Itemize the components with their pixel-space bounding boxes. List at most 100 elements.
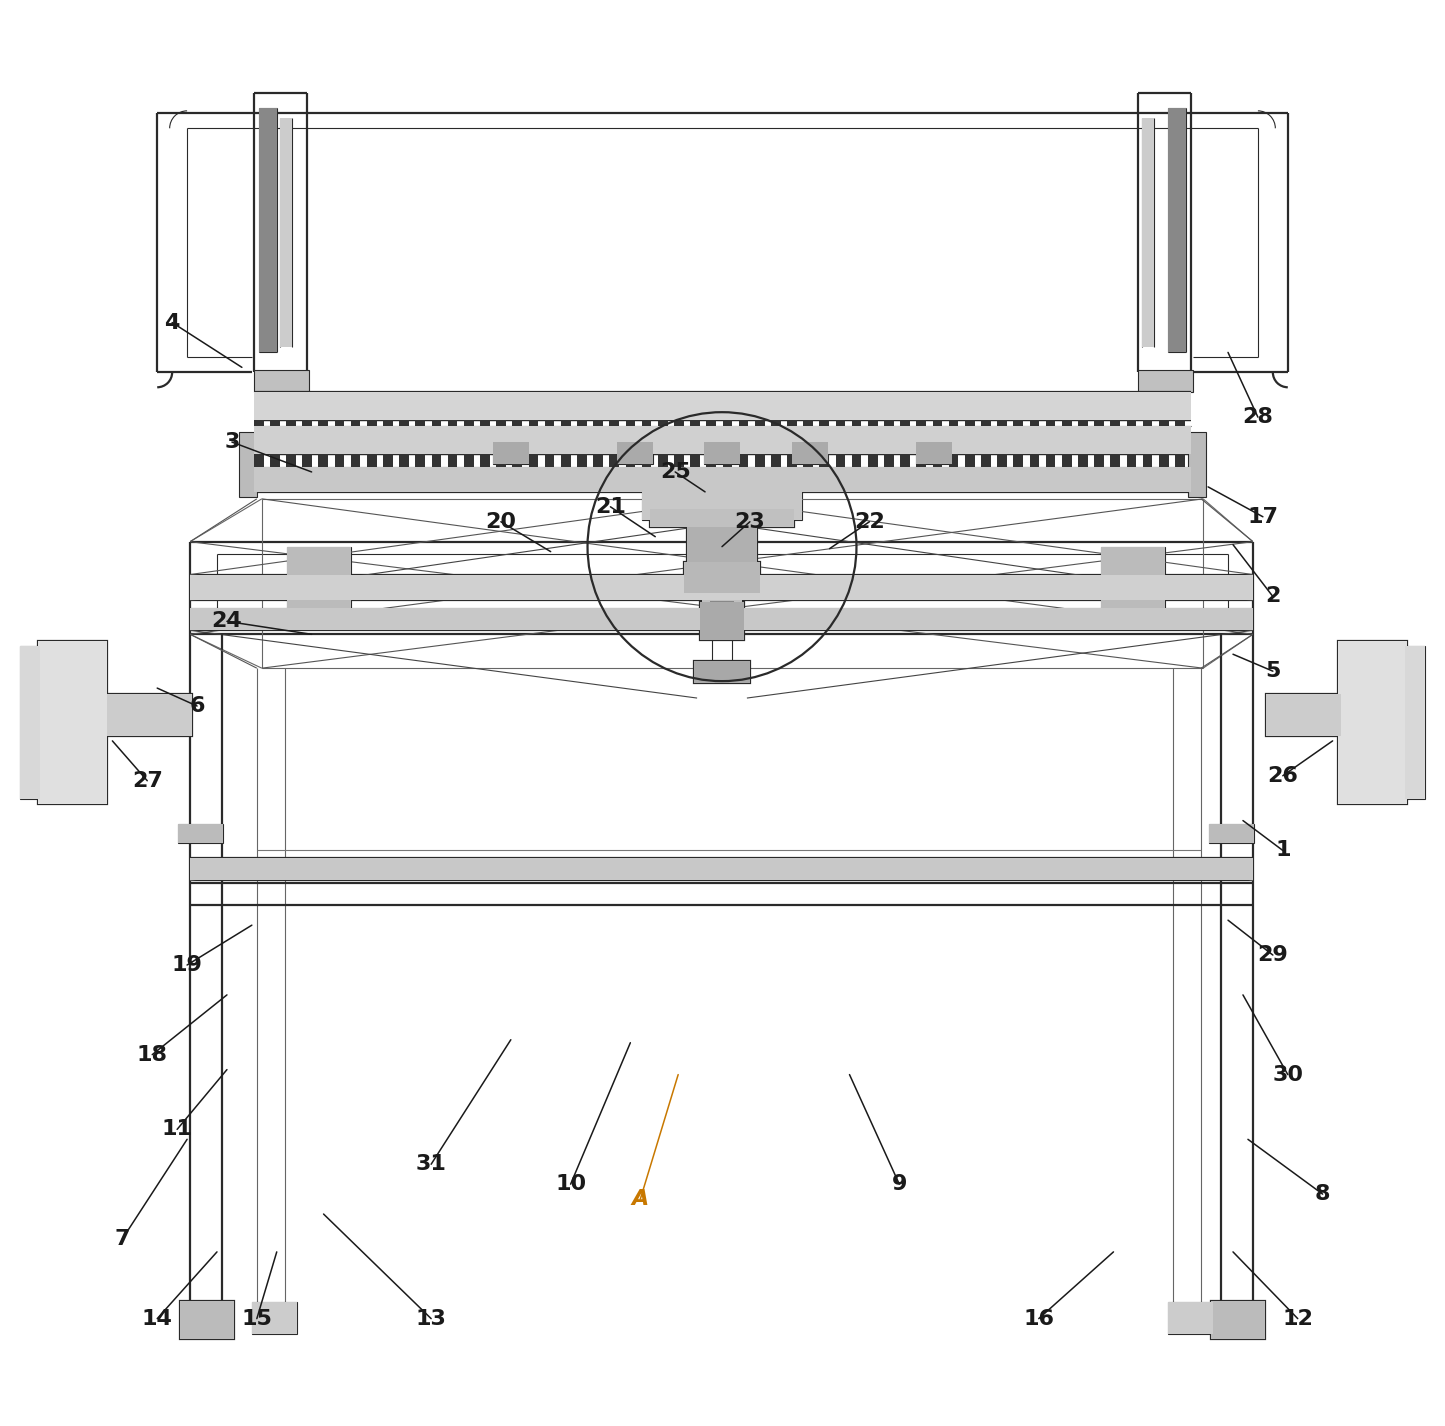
- Bar: [1211, 1301, 1264, 1339]
- Bar: [251, 1302, 296, 1333]
- Bar: [416, 421, 425, 438]
- Bar: [545, 421, 555, 438]
- Bar: [561, 453, 571, 472]
- Bar: [691, 453, 699, 472]
- Bar: [819, 453, 829, 472]
- Bar: [694, 662, 750, 683]
- Text: 31: 31: [416, 1154, 447, 1174]
- Text: 28: 28: [1243, 408, 1273, 428]
- Bar: [399, 421, 409, 438]
- Bar: [513, 421, 522, 438]
- Bar: [851, 453, 861, 472]
- Bar: [965, 453, 974, 472]
- Bar: [1211, 1301, 1264, 1339]
- Bar: [702, 552, 741, 633]
- Bar: [238, 432, 257, 496]
- Bar: [38, 642, 107, 804]
- Bar: [916, 442, 952, 463]
- Bar: [642, 453, 652, 472]
- Bar: [191, 575, 1253, 600]
- Bar: [448, 421, 458, 438]
- Bar: [683, 562, 760, 593]
- Bar: [704, 442, 740, 463]
- Bar: [900, 421, 910, 438]
- Text: 23: 23: [734, 512, 766, 532]
- Bar: [254, 421, 263, 438]
- Bar: [513, 453, 522, 472]
- Bar: [884, 453, 894, 472]
- Bar: [657, 421, 668, 438]
- Bar: [709, 602, 734, 626]
- Bar: [594, 421, 603, 438]
- Bar: [626, 421, 636, 438]
- Bar: [191, 609, 1253, 630]
- Text: A: A: [631, 1189, 649, 1209]
- Bar: [496, 421, 506, 438]
- Bar: [335, 453, 344, 472]
- Bar: [707, 453, 717, 472]
- Bar: [688, 523, 757, 562]
- Bar: [270, 421, 280, 438]
- Bar: [561, 421, 571, 438]
- Bar: [718, 516, 725, 526]
- Bar: [699, 602, 744, 640]
- Bar: [643, 492, 802, 519]
- Bar: [617, 442, 653, 463]
- Bar: [20, 646, 39, 799]
- Bar: [617, 442, 653, 463]
- Bar: [699, 518, 744, 553]
- Bar: [1175, 421, 1185, 438]
- Bar: [642, 421, 652, 438]
- Bar: [254, 426, 1191, 453]
- Bar: [1168, 1302, 1214, 1333]
- Bar: [1062, 453, 1072, 472]
- Bar: [529, 453, 539, 472]
- Bar: [650, 509, 793, 526]
- Bar: [259, 108, 277, 352]
- Bar: [181, 1301, 234, 1339]
- Bar: [626, 453, 636, 472]
- Bar: [1046, 421, 1055, 438]
- Bar: [493, 442, 529, 463]
- Bar: [699, 518, 744, 553]
- Bar: [280, 118, 292, 348]
- Bar: [1168, 108, 1186, 352]
- Bar: [178, 824, 223, 844]
- Bar: [367, 453, 377, 472]
- Text: 3: 3: [224, 432, 240, 452]
- Bar: [254, 466, 1191, 492]
- Bar: [733, 516, 740, 526]
- Bar: [699, 602, 744, 640]
- Text: 6: 6: [189, 696, 205, 716]
- Bar: [254, 453, 263, 472]
- Bar: [1101, 546, 1165, 612]
- Bar: [1143, 453, 1152, 472]
- Bar: [746, 516, 754, 526]
- Bar: [383, 421, 393, 438]
- Bar: [1209, 824, 1254, 844]
- Bar: [1266, 694, 1341, 736]
- Bar: [643, 492, 802, 519]
- Bar: [1159, 453, 1169, 472]
- Bar: [1338, 642, 1407, 804]
- Bar: [900, 453, 910, 472]
- Bar: [480, 421, 490, 438]
- Bar: [1110, 421, 1120, 438]
- Bar: [1175, 453, 1185, 472]
- Bar: [803, 421, 814, 438]
- Text: 30: 30: [1272, 1065, 1303, 1085]
- Bar: [1078, 453, 1088, 472]
- Bar: [432, 421, 441, 438]
- Bar: [772, 421, 780, 438]
- Bar: [1127, 453, 1136, 472]
- Text: 18: 18: [137, 1045, 168, 1065]
- Bar: [688, 523, 757, 562]
- Bar: [351, 421, 360, 438]
- Bar: [704, 442, 740, 463]
- Bar: [1143, 118, 1155, 348]
- Text: 10: 10: [555, 1174, 587, 1194]
- Bar: [178, 824, 223, 844]
- Text: 2: 2: [1266, 586, 1280, 606]
- Bar: [997, 453, 1007, 472]
- Bar: [493, 442, 529, 463]
